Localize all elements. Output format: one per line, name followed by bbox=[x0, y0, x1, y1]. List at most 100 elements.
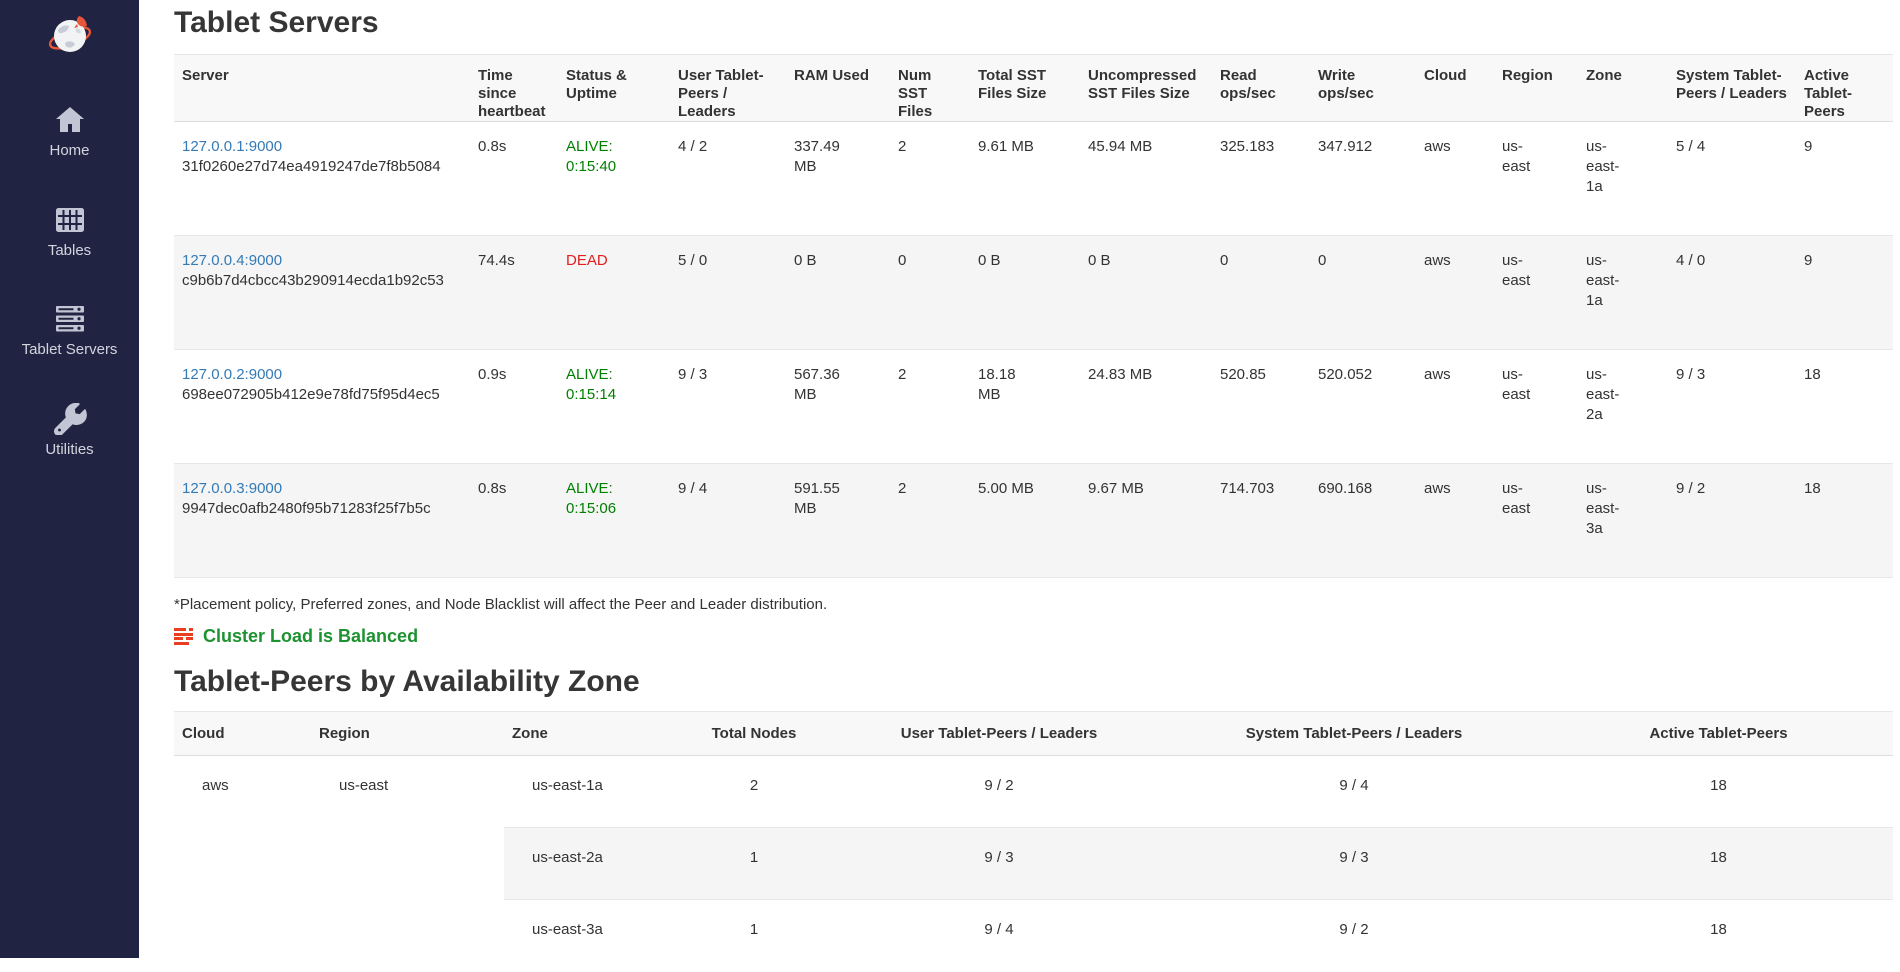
read-ops-cell: 714.703 bbox=[1212, 463, 1310, 578]
sidebar-item-utilities[interactable]: Utilities bbox=[0, 402, 139, 459]
uncompressed-sst-cell: 24.83 MB bbox=[1080, 349, 1212, 464]
sidebar-item-tables[interactable]: Tables bbox=[0, 204, 139, 260]
uncompressed-sst-cell: 0 B bbox=[1080, 235, 1212, 350]
system-peers-cell: 9 / 2 bbox=[1668, 463, 1796, 578]
server-cell: 127.0.0.2:9000 698ee072905b412e9e78fd75f9… bbox=[174, 349, 470, 464]
total-nodes-cell: 2 bbox=[749, 777, 759, 794]
col-system-peers: System Tablet-Peers / Leaders bbox=[1668, 54, 1796, 122]
server-address-link[interactable]: 127.0.0.2:9000 bbox=[182, 366, 283, 383]
col-write-ops: Write ops/sec bbox=[1310, 54, 1416, 122]
write-ops-cell: 347.912 bbox=[1318, 138, 1373, 155]
col-user-peers: User Tablet-Peers / Leaders bbox=[670, 54, 786, 122]
zone-cell: us- east- 1a bbox=[1578, 235, 1668, 350]
col-total-sst: Total SST Files Size bbox=[970, 54, 1080, 122]
col-user-peers: User Tablet-Peers / Leaders bbox=[834, 711, 1164, 756]
read-ops-cell: 325.183 bbox=[1220, 138, 1275, 155]
region-cell: us- east bbox=[1494, 463, 1578, 578]
server-cell: 127.0.0.4:9000 c9b6b7d4cbcc43b290914ecda1… bbox=[174, 235, 470, 350]
sidebar-item-label: Tablet Servers bbox=[21, 341, 118, 358]
total-nodes-cell: 1 bbox=[674, 899, 834, 972]
zones-header-row: Cloud Region Zone Total Nodes User Table… bbox=[174, 711, 1893, 756]
col-active-peers: Active Tablet-Peers bbox=[1544, 711, 1893, 756]
user-peers-cell: 9 / 3 bbox=[670, 349, 786, 464]
server-cell: 127.0.0.1:9000 31f0260e27d74ea4919247de7f… bbox=[174, 122, 470, 236]
region-cell: us- east bbox=[1502, 138, 1531, 175]
active-peers-cell: 18 bbox=[1796, 349, 1893, 464]
sidebar-nav: Home Tables bbox=[0, 104, 139, 458]
active-peers-cell: 18 bbox=[1544, 827, 1893, 900]
yugabyte-logo-icon[interactable] bbox=[46, 12, 94, 60]
zone-cell: us-east-1a bbox=[532, 777, 603, 794]
user-peers-cell: 9 / 2 bbox=[984, 777, 1014, 794]
sidebar-item-label: Tables bbox=[47, 241, 92, 259]
user-peers-cell: 5 / 0 bbox=[670, 235, 786, 350]
uncompressed-sst-cell: 45.94 MB bbox=[1088, 138, 1153, 155]
wrench-icon bbox=[53, 402, 87, 435]
col-uncompressed-sst: Uncompressed SST Files Size bbox=[1080, 54, 1212, 122]
total-nodes-cell: 1 bbox=[674, 827, 834, 900]
server-address-link[interactable]: 127.0.0.1:9000 bbox=[182, 138, 283, 155]
col-region: Region bbox=[1494, 54, 1578, 122]
tablet-servers-icon bbox=[55, 306, 84, 332]
read-ops-cell: 520.85 bbox=[1212, 349, 1310, 464]
sidebar-item-tablet-servers[interactable]: Tablet Servers bbox=[0, 303, 139, 359]
col-heartbeat: Time since heartbeat bbox=[470, 54, 558, 122]
sidebar-item-label: Utilities bbox=[45, 440, 94, 458]
server-row: 127.0.0.1:9000 31f0260e27d74ea4919247de7f… bbox=[174, 122, 1893, 236]
system-peers-cell: 4 / 0 bbox=[1668, 235, 1796, 350]
server-address-link[interactable]: 127.0.0.3:9000 bbox=[182, 480, 283, 497]
main-content: Tablet Servers Server Time since heartbe… bbox=[139, 0, 1900, 972]
total-sst-cell: 9.61 MB bbox=[978, 138, 1034, 155]
heartbeat-cell: 0.9s bbox=[470, 349, 558, 464]
server-uuid: 31f0260e27d74ea4919247de7f8b5084 bbox=[182, 158, 441, 175]
cloud-cell: aws bbox=[1416, 235, 1494, 350]
page-title: Tablet Servers bbox=[174, 6, 379, 39]
col-zone: Zone bbox=[1578, 54, 1668, 122]
col-region: Region bbox=[311, 711, 504, 756]
num-sst-cell: 2 bbox=[890, 349, 970, 464]
col-read-ops: Read ops/sec bbox=[1212, 54, 1310, 122]
col-cloud: Cloud bbox=[1416, 54, 1494, 122]
active-peers-cell: 9 bbox=[1796, 235, 1893, 350]
status-cell: ALIVE: 0:15:40 bbox=[566, 138, 617, 175]
col-server: Server bbox=[174, 54, 470, 122]
status-cell: DEAD bbox=[558, 235, 670, 350]
total-sst-cell: 0 B bbox=[970, 235, 1080, 350]
ram-cell: 567.36 MB bbox=[786, 349, 890, 464]
region-cell: us- east bbox=[1494, 349, 1578, 464]
num-sst-cell: 2 bbox=[890, 463, 970, 578]
zones-section-title: Tablet-Peers by Availability Zone bbox=[174, 665, 640, 698]
zone-row: aws us-east us-east-1a 2 9 / 2 9 / 4 18 bbox=[174, 755, 1893, 972]
cloud-cell: aws bbox=[1416, 349, 1494, 464]
uncompressed-sst-cell: 9.67 MB bbox=[1080, 463, 1212, 578]
cloud-cell: aws bbox=[1424, 138, 1451, 155]
cloud-cell: aws bbox=[174, 755, 311, 972]
sidebar: Home Tables bbox=[0, 0, 139, 958]
region-cell: us- east bbox=[1494, 235, 1578, 350]
placement-footnote: *Placement policy, Preferred zones, and … bbox=[174, 596, 828, 613]
tablet-peers-by-zone-table: Cloud Region Zone Total Nodes User Table… bbox=[174, 711, 1893, 972]
write-ops-cell: 0 bbox=[1310, 235, 1416, 350]
status-cell: ALIVE: 0:15:06 bbox=[558, 463, 670, 578]
server-row: 127.0.0.4:9000 c9b6b7d4cbcc43b290914ecda1… bbox=[174, 235, 1893, 350]
server-row: 127.0.0.2:9000 698ee072905b412e9e78fd75f9… bbox=[174, 349, 1893, 464]
active-peers-cell: 9 bbox=[1804, 138, 1813, 155]
server-cell: 127.0.0.3:9000 9947dec0afb2480f95b71283f2… bbox=[174, 463, 470, 578]
col-num-sst: Num SST Files bbox=[890, 54, 970, 122]
write-ops-cell: 520.052 bbox=[1310, 349, 1416, 464]
system-peers-cell: 9 / 3 bbox=[1164, 827, 1544, 900]
sidebar-item-home[interactable]: Home bbox=[0, 104, 139, 160]
active-peers-cell: 18 bbox=[1796, 463, 1893, 578]
system-peers-cell: 9 / 3 bbox=[1668, 349, 1796, 464]
region-cell: us-east bbox=[311, 755, 504, 972]
server-address-link[interactable]: 127.0.0.4:9000 bbox=[182, 252, 283, 269]
tables-icon bbox=[55, 207, 84, 232]
server-uuid: c9b6b7d4cbcc43b290914ecda1b92c53 bbox=[182, 272, 444, 289]
tablet-servers-table: Server Time since heartbeat Status & Upt… bbox=[174, 54, 1893, 578]
zone-row: us-east-2a 1 9 / 3 9 / 3 18 bbox=[174, 827, 1893, 900]
server-uuid: 698ee072905b412e9e78fd75f95d4ec5 bbox=[182, 386, 440, 403]
servers-header-row: Server Time since heartbeat Status & Upt… bbox=[174, 54, 1893, 122]
col-status: Status & Uptime bbox=[558, 54, 670, 122]
sidebar-item-label: Home bbox=[49, 142, 90, 159]
read-ops-cell: 0 bbox=[1212, 235, 1310, 350]
